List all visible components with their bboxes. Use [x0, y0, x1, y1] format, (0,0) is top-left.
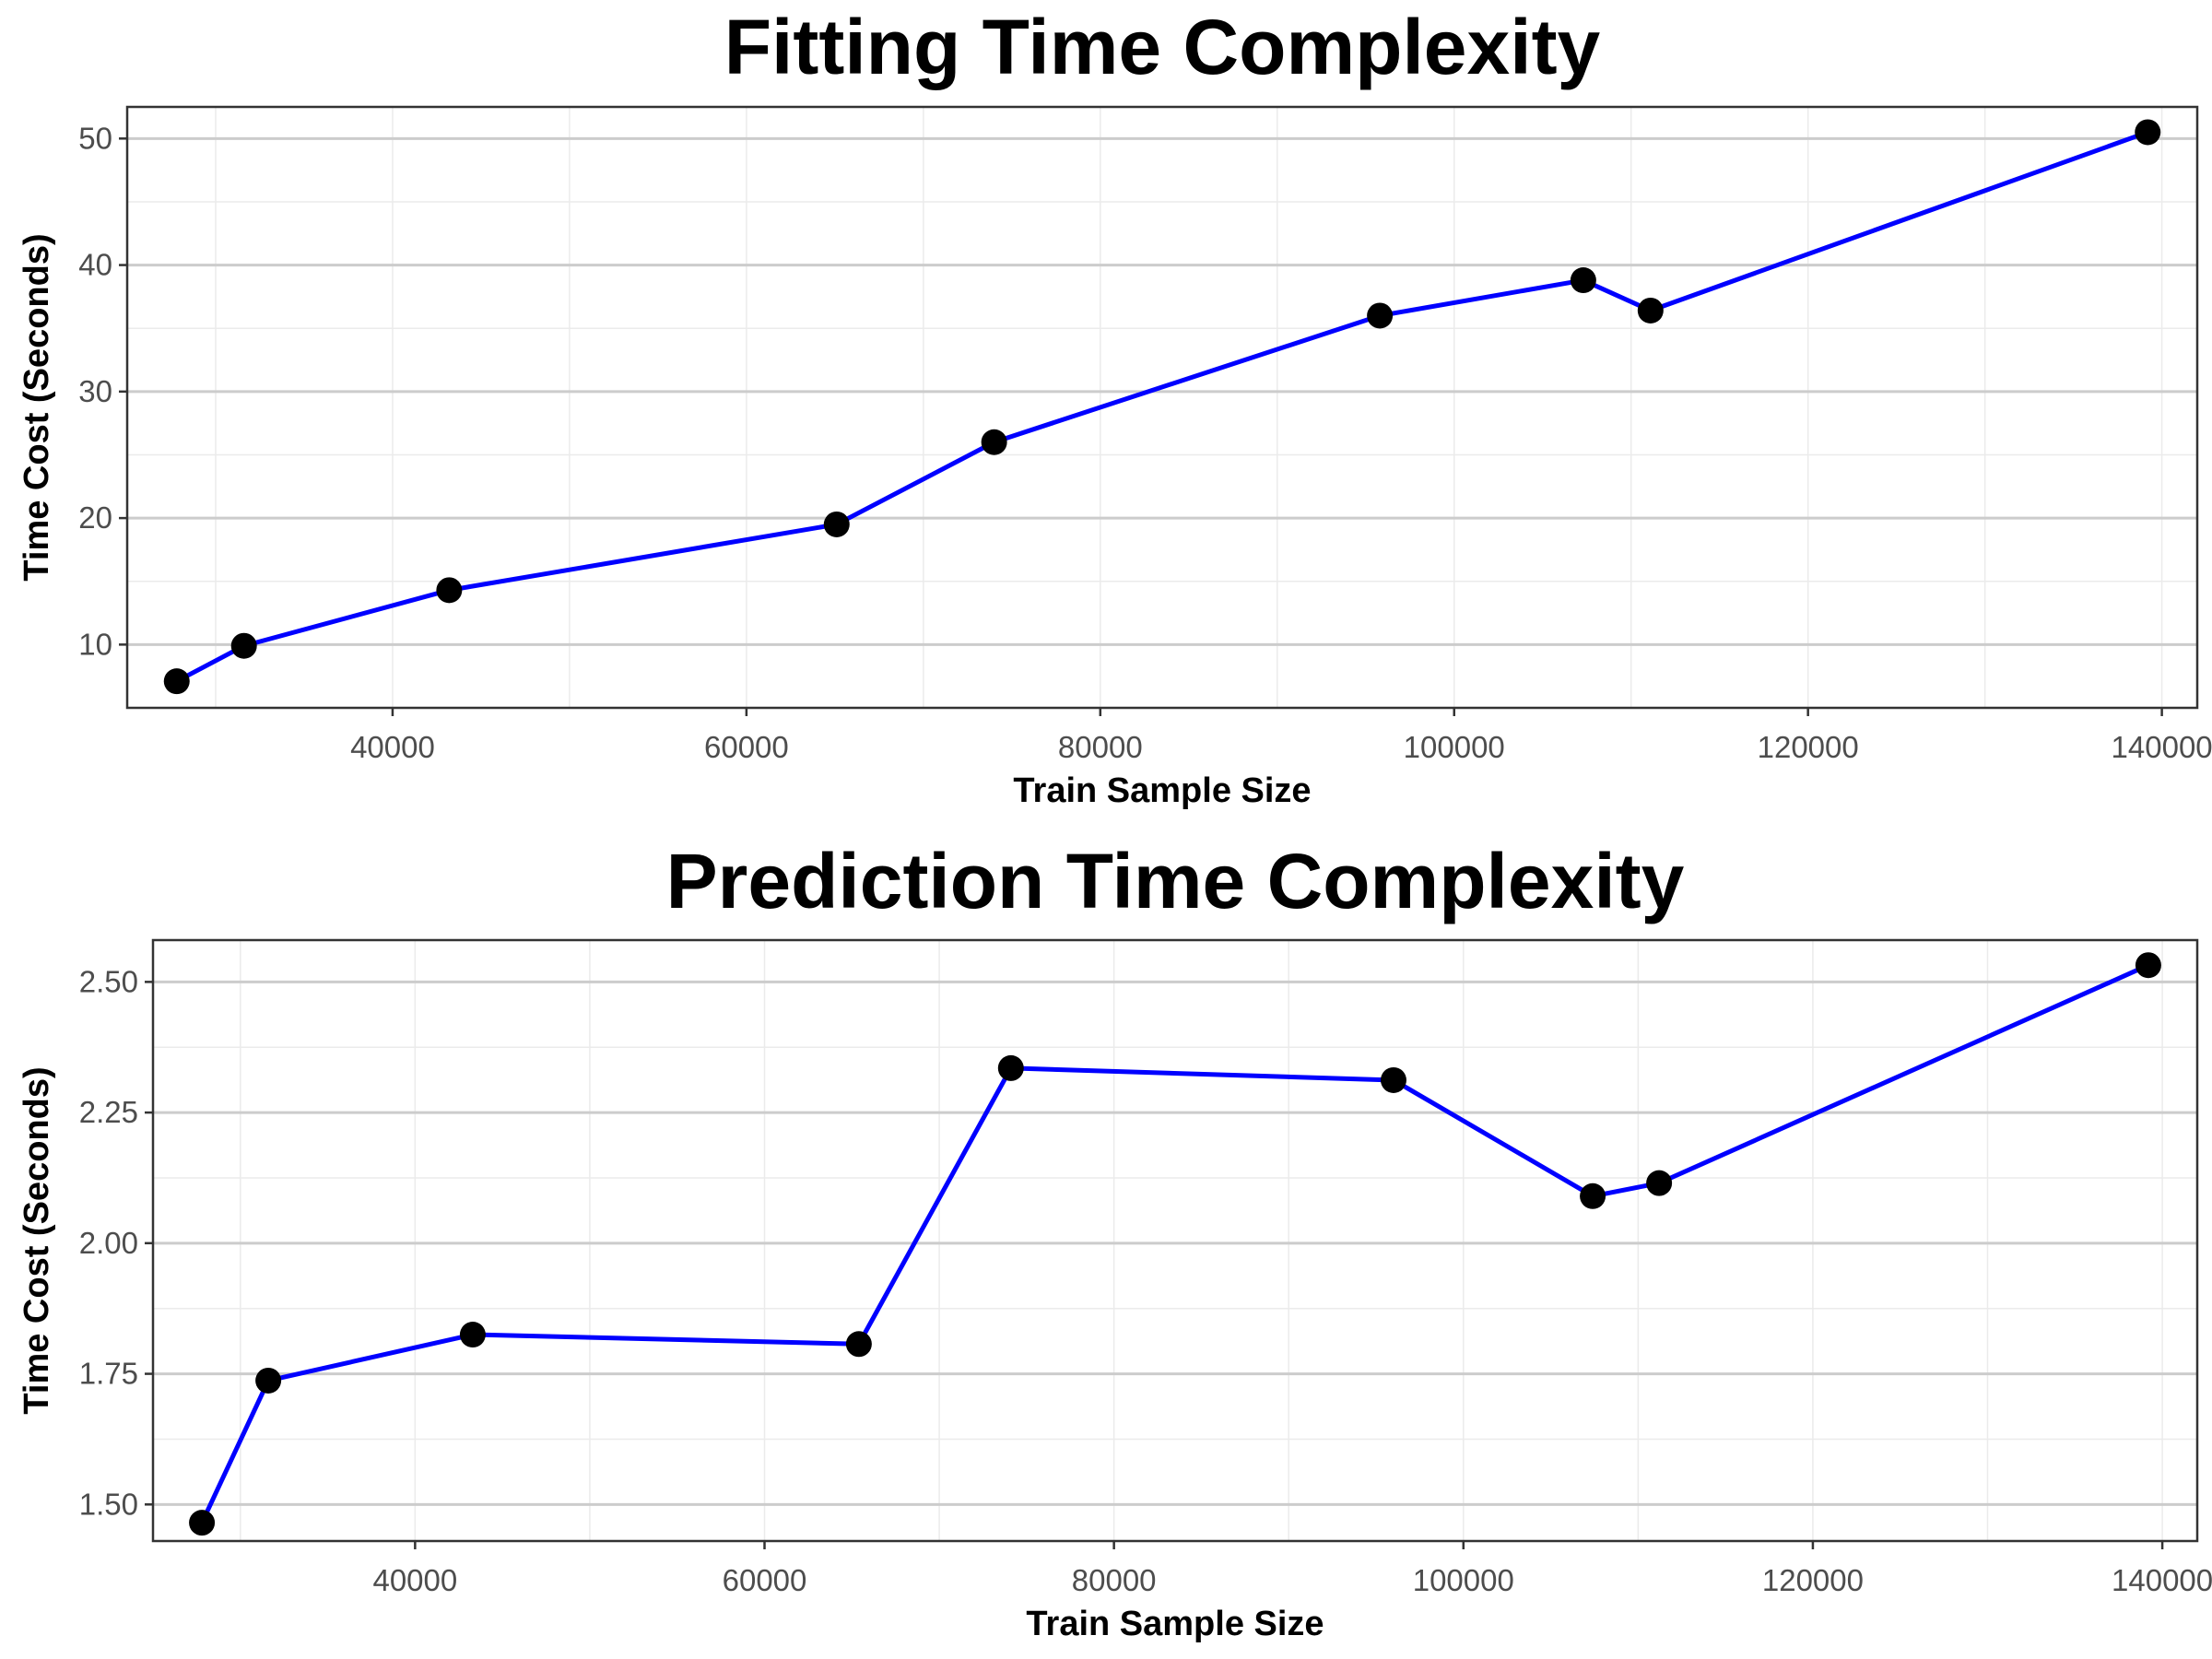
data-point: [997, 1054, 1024, 1081]
data-point: [1637, 297, 1664, 324]
x-tick-label: 40000: [350, 730, 435, 764]
y-tick-label: 20: [78, 500, 112, 535]
y-tick-label: 1.50: [79, 1487, 138, 1521]
y-axis-title: Time Cost (Seconds): [18, 233, 56, 581]
chart-panel-1: 40000 60000 80000 100000 120000 140000 10 20 30 4…: [18, 4, 2212, 810]
data-point: [255, 1367, 282, 1394]
data-point: [845, 1331, 872, 1358]
y-tick-label: 1.75: [79, 1357, 138, 1391]
chart-title: Fitting Time Complexity: [724, 4, 1601, 90]
data-point: [2135, 952, 2161, 979]
data-point: [163, 668, 190, 695]
panel-border: [125, 105, 2199, 710]
chart-title: Prediction Time Complexity: [666, 838, 1685, 924]
y-tick-label: 2.50: [79, 964, 138, 998]
y-tick-label: 10: [78, 627, 112, 661]
data-point: [1570, 267, 1596, 294]
chart-panel-2: 40000 60000 80000 100000 120000 140000 1.50 1.7…: [18, 838, 2212, 1643]
data-point: [436, 577, 463, 604]
x-axis-title: Train Sample Size: [1013, 771, 1311, 810]
x-tick-label: 100000: [1413, 1563, 1514, 1597]
series-line: [175, 130, 2149, 684]
data-point: [1646, 1170, 1673, 1196]
x-tick-label: 120000: [1758, 730, 1859, 764]
data-point: [230, 632, 257, 659]
y-tick-label: 2.00: [79, 1226, 138, 1260]
y-tick-label: 40: [78, 248, 112, 282]
y-axis-title: Time Cost (Seconds): [18, 1066, 56, 1414]
x-tick-label: 40000: [372, 1563, 457, 1597]
data-point: [1580, 1182, 1606, 1209]
data-point: [2135, 119, 2161, 146]
x-tick-label: 140000: [2112, 730, 2212, 764]
x-tick-label: 140000: [2112, 1563, 2212, 1597]
x-tick-label: 100000: [1404, 730, 1505, 764]
data-point: [1367, 302, 1394, 329]
data-point: [1380, 1066, 1406, 1093]
data-point: [189, 1510, 216, 1536]
data-point: [459, 1322, 486, 1348]
y-tick-label: 30: [78, 374, 112, 408]
x-tick-label: 80000: [1072, 1563, 1157, 1597]
x-tick-label: 120000: [1762, 1563, 1864, 1597]
x-tick-label: 60000: [723, 1563, 807, 1597]
x-tick-label: 60000: [704, 730, 789, 764]
y-tick-label: 50: [78, 121, 112, 155]
data-point: [981, 429, 1007, 455]
data-point: [823, 511, 850, 537]
y-tick-label: 2.25: [79, 1095, 138, 1129]
x-tick-label: 80000: [1058, 730, 1143, 764]
x-axis-title: Train Sample Size: [1026, 1605, 1324, 1643]
panel-border: [151, 938, 2199, 1543]
